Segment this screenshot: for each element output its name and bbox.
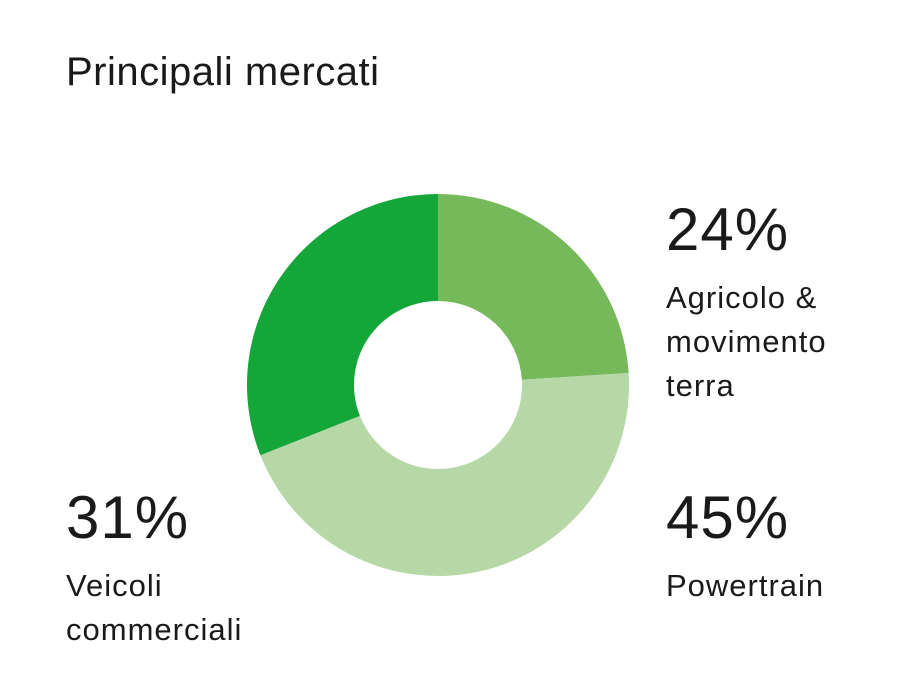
slice-value-powertrain: 45% xyxy=(666,484,790,551)
slice-label-veicoli: 31% Veicoli commerciali xyxy=(66,488,242,652)
slice-label-powertrain: 45% Powertrain xyxy=(666,488,824,608)
slice-label-agricolo: 24% Agricolo & movimento terra xyxy=(666,200,827,408)
chart-title: Principali mercati xyxy=(66,50,380,94)
donut-slice-powertrain xyxy=(260,373,629,576)
donut-slice-agricolo xyxy=(438,194,629,380)
slice-value-agricolo: 24% xyxy=(666,196,790,263)
slice-value-veicoli: 31% xyxy=(66,484,190,551)
slice-category-agricolo: Agricolo & movimento terra xyxy=(666,280,827,403)
donut-slice-veicoli xyxy=(246,194,438,456)
slice-category-veicoli: Veicoli commerciali xyxy=(66,568,243,647)
slice-category-powertrain: Powertrain xyxy=(666,568,825,603)
